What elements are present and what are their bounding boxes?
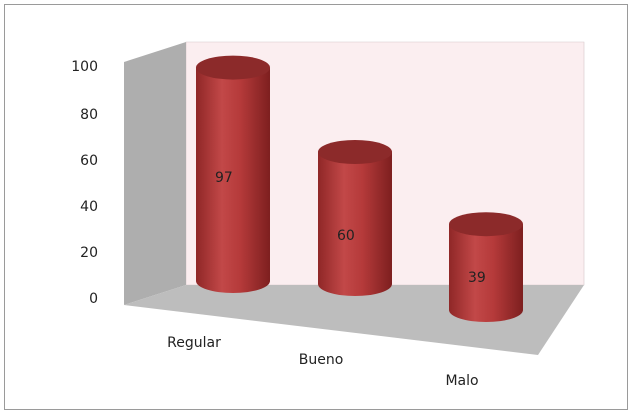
category-label-regular: Regular (167, 335, 221, 351)
cylinder-body (318, 152, 392, 296)
y-tick-label: 0 (89, 291, 98, 307)
cylinder-top (318, 140, 392, 164)
x-axis-labels: Regular Bueno Malo (167, 335, 478, 389)
data-label: 39 (468, 270, 486, 286)
cylinder-top (449, 212, 523, 237)
bar-malo: 39 (449, 212, 523, 322)
side-wall (124, 42, 186, 305)
cylinder-body (449, 224, 523, 322)
bar-series: 97 60 39 (196, 55, 523, 322)
bar-bueno: 60 (318, 140, 392, 296)
cylinder-body (196, 67, 270, 293)
y-tick-label: 60 (80, 153, 98, 169)
category-label-bueno: Bueno (299, 352, 344, 368)
y-axis-ticks: 0 20 40 60 80 100 (71, 59, 98, 307)
y-tick-label: 80 (80, 107, 98, 123)
y-tick-label: 100 (71, 59, 98, 75)
y-tick-label: 40 (80, 199, 98, 215)
data-label: 97 (215, 170, 233, 186)
bar-regular: 97 (196, 55, 270, 293)
y-tick-label: 20 (80, 245, 98, 261)
cylinder-top (196, 55, 270, 80)
category-label-malo: Malo (445, 373, 478, 389)
data-label: 60 (337, 228, 355, 244)
